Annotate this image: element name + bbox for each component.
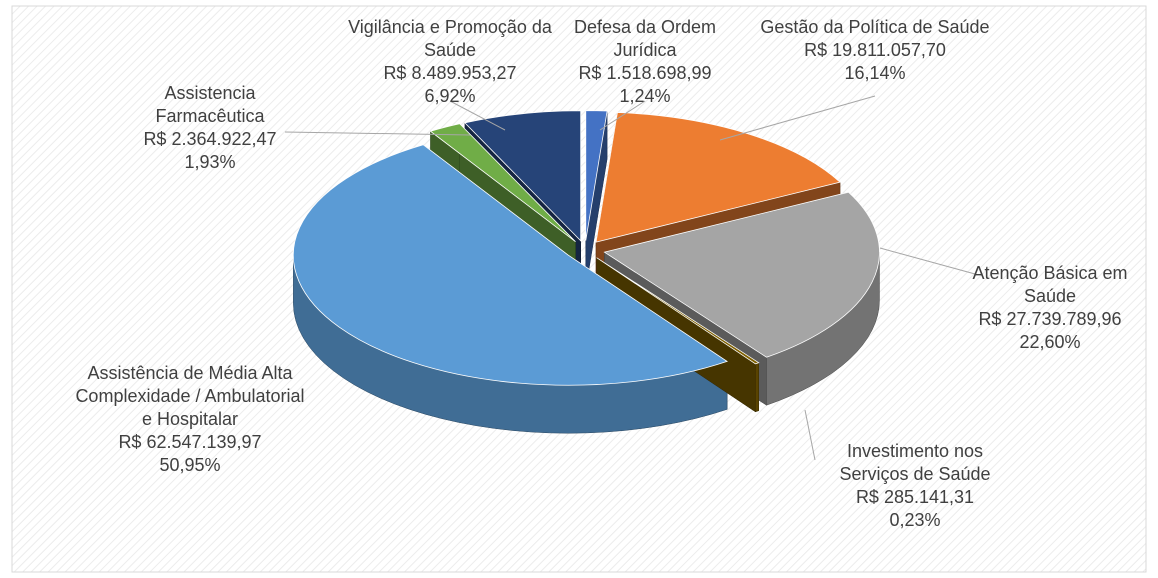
slice [292, 144, 728, 386]
label-value: R$ 285.141,31 [855, 487, 975, 507]
leader-line [449, 100, 506, 131]
label-value: 6,92% [424, 86, 476, 106]
label-value: 1,24% [619, 86, 671, 106]
label-name: Investimento nos Serviços de Saúde [839, 441, 991, 484]
label-value: R$ 2.364.922,47 [143, 129, 277, 149]
label-name: Vigilância e Promoção da Saúde [348, 17, 552, 60]
slice-label: Atenção Básica em Saúde R$ 27.739.789,96 2… [955, 262, 1145, 354]
leader-line [804, 409, 816, 461]
label-value: 1,93% [184, 152, 236, 172]
label-value: R$ 1.518.698,99 [578, 63, 712, 83]
slice-edge [755, 362, 759, 413]
slice [603, 191, 880, 358]
label-name: Assistência de Média Alta Complexidade /… [75, 363, 305, 429]
slice-label: Investimento nos Serviços de Saúde R$ 285… [810, 440, 1020, 532]
slice [596, 257, 760, 365]
slice-label: Defesa da Ordem Jurídica R$ 1.518.698,99 1… [550, 16, 740, 108]
leader-line [719, 95, 876, 141]
slice [595, 112, 841, 243]
label-value: R$ 19.811.057,70 [804, 40, 946, 60]
label-value: R$ 8.489.953,27 [383, 63, 517, 83]
label-value: 50,95% [159, 455, 221, 475]
slice-label: Gestão da Política de Saúde R$ 19.811.057… [760, 16, 990, 85]
slice-label: Assistência de Média Alta Complexidade /… [70, 362, 310, 477]
slice-label: Assistencia Farmacêutica R$ 2.364.922,47 1… [125, 82, 295, 174]
label-value: 16,14% [844, 63, 906, 83]
label-name: Gestão da Política de Saúde [760, 17, 990, 37]
label-value: 22,60% [1019, 332, 1081, 352]
slice [585, 110, 608, 241]
label-value: 0,23% [889, 510, 941, 530]
slice-label: Vigilância e Promoção da Saúde R$ 8.489.9… [340, 16, 560, 108]
label-name: Defesa da Ordem Jurídica [573, 17, 717, 60]
slice [464, 110, 582, 242]
label-value: R$ 27.739.789,96 [978, 309, 1122, 329]
label-value: R$ 62.547.139,97 [118, 432, 262, 452]
label-name: Atenção Básica em Saúde [972, 263, 1128, 306]
leader-line [599, 100, 646, 131]
label-name: Assistencia Farmacêutica [155, 83, 265, 126]
leader-line [879, 247, 976, 275]
slice [429, 123, 576, 242]
leader-line [284, 131, 471, 136]
